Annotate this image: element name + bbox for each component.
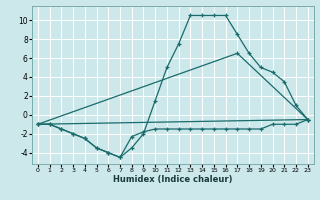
X-axis label: Humidex (Indice chaleur): Humidex (Indice chaleur)	[113, 175, 233, 184]
